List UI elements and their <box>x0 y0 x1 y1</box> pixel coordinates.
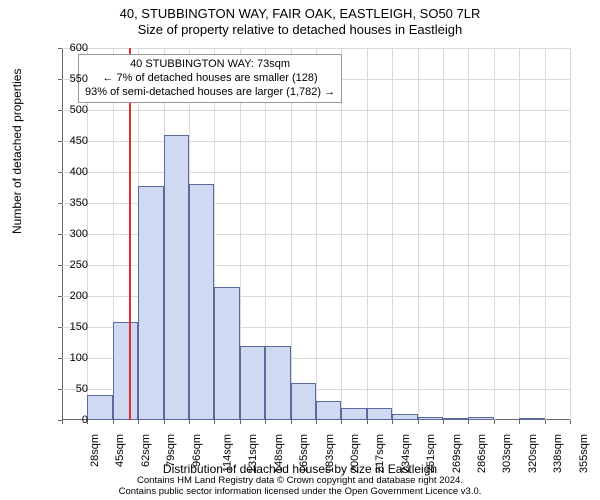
chart-title-block: 40, STUBBINGTON WAY, FAIR OAK, EASTLEIGH… <box>0 0 600 37</box>
x-tick-label: 183sqm <box>324 434 336 473</box>
x-tick-label: 251sqm <box>425 434 437 473</box>
grid-line-v <box>443 48 444 420</box>
y-tick-label: 450 <box>42 135 88 147</box>
x-tick-label: 28sqm <box>89 434 101 467</box>
x-tick-label: 45sqm <box>114 434 126 467</box>
y-tick-label: 50 <box>42 383 88 395</box>
x-tick-label: 217sqm <box>375 434 387 473</box>
x-tick <box>265 420 266 424</box>
y-tick-label: 0 <box>42 414 88 426</box>
y-tick-label: 200 <box>42 290 88 302</box>
histogram-bar <box>316 401 341 420</box>
x-tick <box>392 420 393 424</box>
plot-area <box>62 48 570 420</box>
x-tick <box>418 420 419 424</box>
grid-line-v <box>545 48 546 420</box>
x-tick <box>164 420 165 424</box>
x-tick-label: 320sqm <box>527 434 539 473</box>
title-subtitle: Size of property relative to detached ho… <box>0 22 600 37</box>
y-tick-label: 300 <box>42 228 88 240</box>
x-tick-label: 269sqm <box>451 434 463 473</box>
x-tick <box>291 420 292 424</box>
x-tick <box>519 420 520 424</box>
x-tick <box>113 420 114 424</box>
histogram-bar <box>214 287 239 420</box>
x-tick <box>468 420 469 424</box>
grid-line-v <box>341 48 342 420</box>
annotation-line: 93% of semi-detached houses are larger (… <box>85 86 335 100</box>
grid-line-v <box>468 48 469 420</box>
y-tick-label: 500 <box>42 104 88 116</box>
x-tick-label: 131sqm <box>248 434 260 473</box>
footer-line: Contains public sector information licen… <box>0 487 600 498</box>
title-address: 40, STUBBINGTON WAY, FAIR OAK, EASTLEIGH… <box>0 6 600 21</box>
annotation-line: ← 7% of detached houses are smaller (128… <box>85 72 335 86</box>
x-tick <box>443 420 444 424</box>
histogram-bar <box>138 186 163 420</box>
y-tick-label: 250 <box>42 259 88 271</box>
x-tick <box>545 420 546 424</box>
x-tick-label: 355sqm <box>578 434 590 473</box>
grid-line-v <box>291 48 292 420</box>
grid-line-v <box>494 48 495 420</box>
x-tick-label: 62sqm <box>140 434 152 467</box>
x-tick-label: 165sqm <box>298 434 310 473</box>
y-tick-label: 550 <box>42 73 88 85</box>
x-tick <box>316 420 317 424</box>
histogram-bar <box>341 408 366 420</box>
histogram-bar <box>392 414 417 420</box>
x-tick-label: 79sqm <box>165 434 177 467</box>
y-tick-label: 100 <box>42 352 88 364</box>
histogram-bar <box>468 417 493 420</box>
histogram-bar <box>164 135 189 420</box>
grid-line-v <box>519 48 520 420</box>
histogram-bar <box>443 418 468 420</box>
subject-marker-line <box>129 48 131 420</box>
histogram-bar <box>189 184 214 420</box>
histogram-bar <box>291 383 316 420</box>
x-tick-label: 338sqm <box>552 434 564 473</box>
annotation-line: 40 STUBBINGTON WAY: 73sqm <box>85 58 335 72</box>
grid-line-v <box>392 48 393 420</box>
histogram-bar <box>113 322 138 420</box>
grid-line-v <box>570 48 571 420</box>
histogram-bar <box>418 417 443 420</box>
histogram-bar <box>519 418 544 420</box>
x-tick-label: 114sqm <box>221 434 233 472</box>
y-tick-label: 150 <box>42 321 88 333</box>
x-tick <box>570 420 571 424</box>
x-tick <box>494 420 495 424</box>
grid-line-v <box>367 48 368 420</box>
footer-attribution: Contains HM Land Registry data © Crown c… <box>0 476 600 498</box>
x-tick <box>138 420 139 424</box>
x-tick <box>214 420 215 424</box>
y-tick-label: 600 <box>42 42 88 54</box>
x-tick-label: 286sqm <box>476 434 488 473</box>
x-tick-label: 200sqm <box>349 434 361 473</box>
chart-area: 40 STUBBINGTON WAY: 73sqm ← 7% of detach… <box>62 48 570 420</box>
grid-line-v <box>316 48 317 420</box>
x-tick <box>189 420 190 424</box>
annotation-box: 40 STUBBINGTON WAY: 73sqm ← 7% of detach… <box>78 54 342 103</box>
y-axis-title: Number of detached properties <box>10 69 24 234</box>
x-tick-label: 96sqm <box>191 434 203 467</box>
x-tick-label: 303sqm <box>502 434 514 473</box>
x-tick <box>367 420 368 424</box>
histogram-bar <box>265 346 290 420</box>
y-tick-label: 350 <box>42 197 88 209</box>
x-tick <box>240 420 241 424</box>
y-tick-label: 400 <box>42 166 88 178</box>
x-tick-label: 234sqm <box>400 434 412 473</box>
histogram-bar <box>367 408 392 420</box>
grid-line-v <box>418 48 419 420</box>
x-tick-label: 148sqm <box>273 434 285 473</box>
histogram-bar <box>240 346 265 420</box>
histogram-bar <box>87 395 112 420</box>
x-tick <box>341 420 342 424</box>
